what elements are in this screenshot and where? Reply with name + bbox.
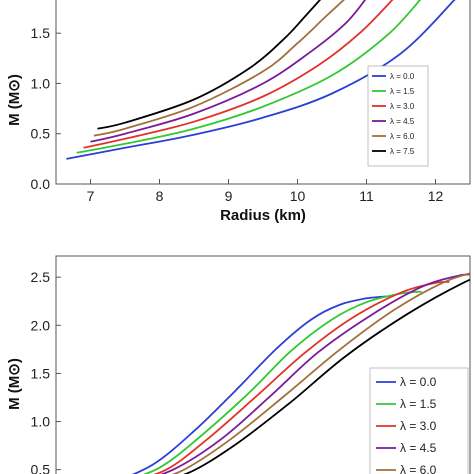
top-series-group bbox=[66, 0, 456, 160]
bottom-plot-frame bbox=[55, 255, 471, 474]
bottom-chart: 0.51.01.52.02.5 M (M⊙) λ = 0.0λ = 1.5λ =… bbox=[6, 255, 471, 474]
top-xtick-label: 12 bbox=[428, 188, 444, 204]
bottom-ytick-label: 0.5 bbox=[31, 462, 51, 474]
bottom-legend-label: λ = 6.0 bbox=[400, 463, 437, 474]
bottom-ytick-label: 2.0 bbox=[31, 317, 51, 333]
bottom-series-line-3 bbox=[160, 273, 470, 474]
top-xlabel: Radius (km) bbox=[220, 207, 306, 224]
top-series-line-5 bbox=[97, 0, 322, 130]
top-xtick-label: 11 bbox=[359, 188, 374, 204]
top-legend-label: λ = 4.5 bbox=[390, 117, 415, 126]
bottom-series-line-5 bbox=[183, 278, 470, 474]
bottom-legend: λ = 0.0 λ = 1.5 λ = 3.0 λ = 4.5 λ = 6.0 bbox=[369, 367, 469, 474]
top-xtick-label: 8 bbox=[156, 188, 164, 204]
top-xtick-label: 7 bbox=[87, 188, 95, 204]
bottom-ylabel: M (M⊙) bbox=[6, 358, 23, 410]
top-plot-frame bbox=[55, 0, 471, 185]
top-axis-ticks: 0.0 0.5 1.0 1.5 7 8 9 10 11 12 bbox=[31, 25, 444, 204]
top-xtick-label: 10 bbox=[290, 188, 306, 204]
bottom-legend-items: λ = 0.0 λ = 1.5 λ = 3.0 λ = 4.5 λ = 6.0 bbox=[376, 375, 437, 474]
top-series-line-3 bbox=[90, 0, 367, 143]
bottom-legend-label: λ = 1.5 bbox=[400, 397, 437, 411]
bottom-series-line-0 bbox=[131, 295, 388, 474]
top-ytick-label: 1.5 bbox=[31, 25, 51, 41]
bottom-series-line-4 bbox=[171, 272, 470, 474]
top-legend-label: λ = 6.0 bbox=[390, 132, 415, 141]
bottom-ytick-label: 1.5 bbox=[31, 365, 51, 381]
top-legend-label: λ = 1.5 bbox=[390, 87, 415, 96]
bottom-ytick-label: 2.5 bbox=[31, 269, 51, 285]
top-series-line-1 bbox=[76, 0, 422, 154]
bottom-legend-box bbox=[369, 367, 469, 474]
top-ylabel: M (M⊙) bbox=[6, 74, 23, 126]
bottom-series-group bbox=[131, 272, 470, 474]
top-ytick-label: 0.0 bbox=[31, 176, 51, 192]
top-legend-label: λ = 7.5 bbox=[390, 147, 415, 156]
bottom-series-line-1 bbox=[143, 290, 422, 474]
top-chart: 0.0 0.5 1.0 1.5 7 8 9 10 11 12 M (M⊙) Radius (km)… bbox=[6, 0, 471, 224]
top-xtick-label: 9 bbox=[225, 188, 233, 204]
top-legend-items: λ = 0.0 λ = 1.5 λ = 3.0 λ = 4.5 λ = 6.0 λ = 7… bbox=[372, 72, 415, 156]
top-series-line-2 bbox=[83, 0, 394, 149]
bottom-axis-ticks: 0.5 1.0 1.5 2.0 2.5 bbox=[31, 269, 61, 474]
top-ytick-label: 0.5 bbox=[31, 126, 51, 142]
top-legend-box bbox=[367, 65, 429, 167]
top-series-line-4 bbox=[93, 0, 345, 137]
top-legend-label: λ = 0.0 bbox=[390, 72, 415, 81]
bottom-legend-label: λ = 4.5 bbox=[400, 441, 437, 455]
bottom-legend-label: λ = 3.0 bbox=[400, 419, 437, 433]
bottom-legend-label: λ = 0.0 bbox=[400, 375, 437, 389]
top-series-line-0 bbox=[66, 0, 456, 160]
top-legend: λ = 0.0 λ = 1.5 λ = 3.0 λ = 4.5 λ = 6.0 λ = 7… bbox=[367, 65, 429, 167]
top-ytick-label: 1.0 bbox=[31, 75, 51, 91]
bottom-ytick-label: 1.0 bbox=[31, 414, 51, 430]
top-legend-label: λ = 3.0 bbox=[390, 102, 415, 111]
